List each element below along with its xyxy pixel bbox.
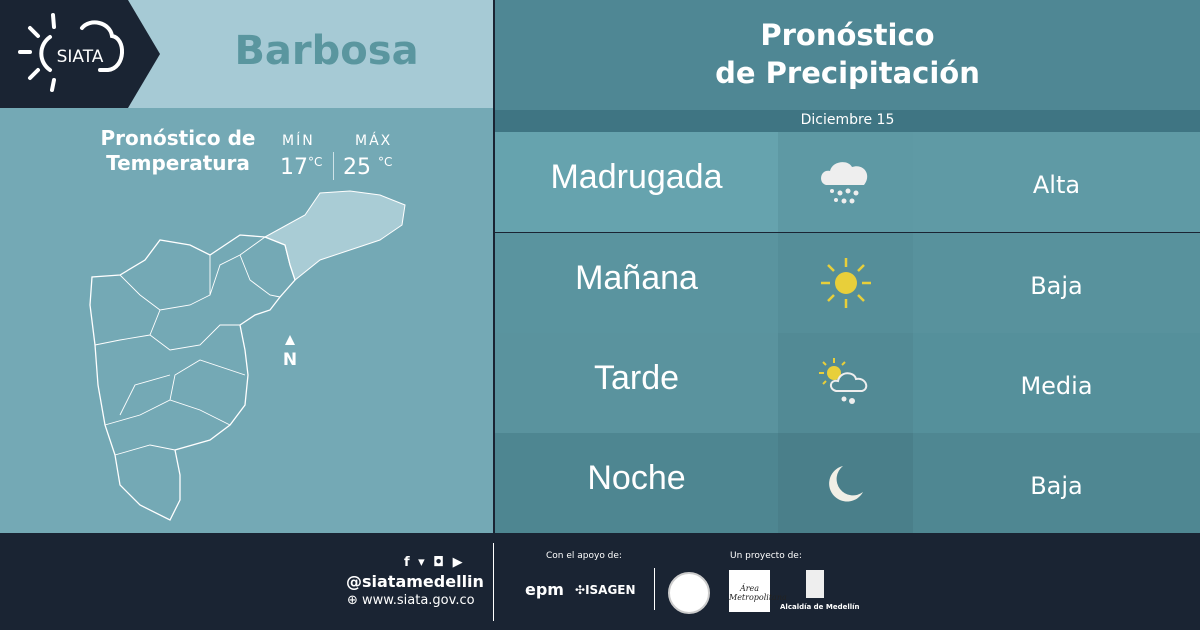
temp-divider — [333, 152, 334, 180]
period-row: Mañana Baja — [495, 233, 1200, 333]
max-temperature: 25 °C — [343, 155, 393, 180]
footer-divider — [654, 568, 655, 610]
sun-icon — [820, 258, 871, 308]
temperature-title: Pronóstico de Temperatura — [88, 126, 268, 176]
period-label: Tarde — [495, 333, 778, 433]
area-metropolitana-logo: Área Metropolitana — [729, 570, 787, 612]
city-name: Barbosa — [234, 28, 419, 74]
precipitation-header — [495, 0, 1200, 110]
rain-cloud-icon — [820, 162, 867, 204]
temperature-title-line2: Temperatura — [106, 151, 250, 175]
footer-divider — [493, 543, 494, 621]
epm-logo: epm — [525, 580, 564, 599]
min-temperature: 17°C — [280, 155, 323, 180]
period-row: Madrugada Alta — [495, 132, 1200, 232]
precipitation-level: Media — [913, 333, 1200, 433]
website-link[interactable]: ⊕ www.siata.gov.co — [347, 593, 475, 608]
highlighted-zone — [263, 190, 406, 281]
municipality-map: N — [89, 190, 406, 521]
period-row: Noche Baja — [495, 433, 1200, 533]
svg-text:SIATA: SIATA — [57, 47, 104, 67]
forecast-date: Diciembre 15 — [495, 110, 1200, 132]
precipitation-level: Baja — [913, 233, 1200, 333]
period-label: Mañana — [495, 233, 778, 333]
alcaldia-logo-text: Alcaldía de Medellín — [780, 603, 860, 611]
max-label: MÁX — [355, 133, 393, 149]
period-row: Tarde Media — [495, 333, 1200, 433]
footer — [0, 533, 1200, 630]
min-label: MÍN — [282, 133, 315, 149]
alcaldia-shield — [806, 570, 824, 598]
precipitation-title: Pronóstico de Precipitación — [715, 18, 980, 90]
temperature-title-line1: Pronóstico de — [100, 126, 256, 150]
north-indicator: N — [283, 350, 297, 370]
map-outline — [89, 234, 296, 521]
support-label: Con el apoyo de: — [546, 551, 622, 561]
sun-cloud-rain-icon — [818, 358, 867, 404]
project-label: Un proyecto de: — [730, 551, 802, 561]
isagen-logo: ✣ISAGEN — [575, 583, 636, 597]
gobernacion-seal — [668, 572, 710, 614]
precipitation-level: Baja — [913, 433, 1200, 533]
social-handle[interactable]: @siatamedellin — [346, 572, 484, 591]
period-label: Noche — [495, 433, 778, 533]
globe-icon: ⊕ — [347, 593, 358, 608]
period-label: Madrugada — [495, 132, 778, 232]
precipitation-level: Alta — [913, 132, 1200, 232]
siata-logo: SIATA — [0, 0, 160, 108]
social-icons[interactable]: f ▾ ◘ ▶ — [404, 555, 465, 570]
moon-icon — [828, 466, 863, 502]
